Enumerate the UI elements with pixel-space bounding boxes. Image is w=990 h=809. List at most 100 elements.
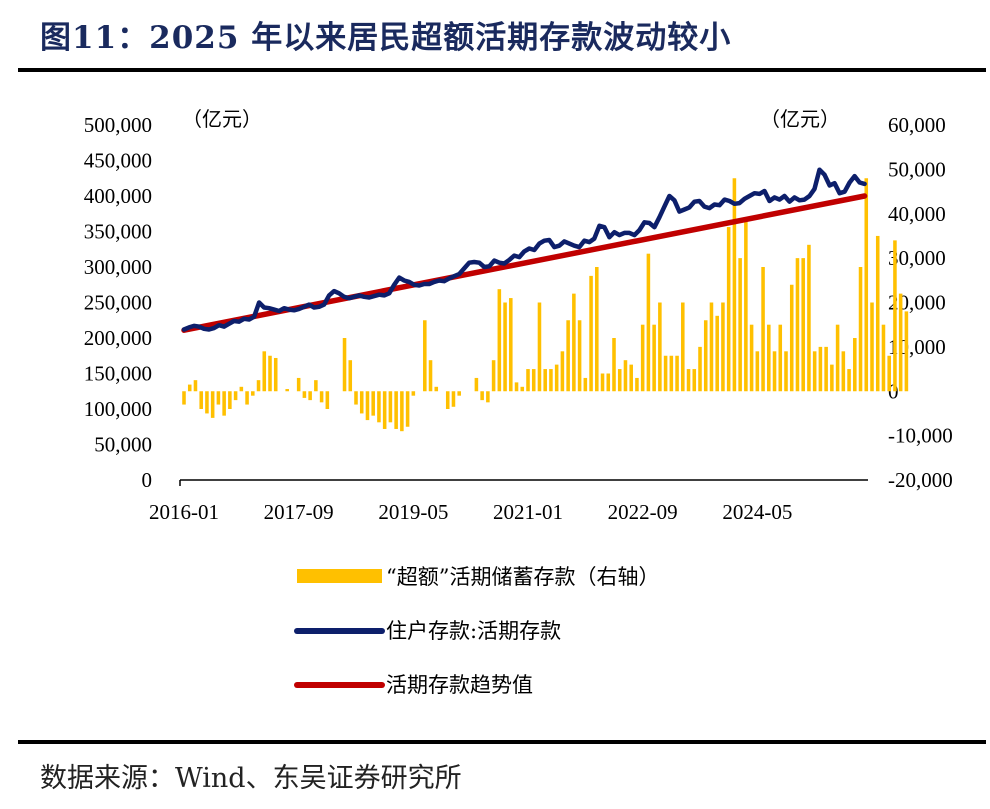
bar bbox=[531, 369, 536, 392]
right-axis-tick-label: -20,000 bbox=[888, 468, 953, 492]
bar bbox=[726, 227, 731, 392]
bar bbox=[830, 364, 834, 392]
bar bbox=[228, 391, 232, 409]
bar bbox=[629, 364, 633, 392]
legend: “超额”活期储蓄存款（右轴） 住户存款:活期存款 活期存款趋势值 bbox=[294, 565, 659, 697]
legend-swatch-bar bbox=[297, 569, 382, 583]
x-axis-tick-label: 2016-01 bbox=[149, 500, 219, 524]
bar bbox=[669, 355, 674, 392]
bar bbox=[233, 391, 238, 401]
bar bbox=[199, 391, 203, 409]
bar bbox=[222, 391, 226, 416]
bar bbox=[239, 386, 244, 392]
bar bbox=[537, 302, 542, 392]
bar bbox=[623, 360, 628, 392]
x-axis-tick-label: 2022-09 bbox=[608, 500, 678, 524]
bar bbox=[268, 355, 272, 392]
bar bbox=[807, 244, 811, 392]
bar bbox=[205, 391, 209, 414]
bar bbox=[875, 235, 880, 392]
bar bbox=[434, 386, 439, 392]
right-axis-tick-label: 30,000 bbox=[888, 246, 946, 270]
bar bbox=[870, 302, 874, 392]
bar bbox=[549, 369, 553, 392]
bar bbox=[663, 355, 668, 392]
bar bbox=[577, 320, 582, 392]
bar bbox=[388, 391, 393, 423]
right-axis-tick-label: 40,000 bbox=[888, 202, 946, 226]
bar bbox=[526, 369, 530, 392]
bar bbox=[617, 369, 622, 392]
bar bbox=[497, 289, 502, 392]
bar bbox=[749, 324, 754, 392]
bar bbox=[898, 293, 903, 392]
bar bbox=[784, 351, 788, 392]
bar bbox=[801, 258, 805, 392]
bar bbox=[698, 346, 702, 392]
bar bbox=[302, 391, 307, 398]
bar bbox=[451, 391, 456, 407]
right-axis-tick-label: -10,000 bbox=[888, 424, 953, 448]
legend-label-bar: “超额”活期储蓄存款（右轴） bbox=[386, 565, 659, 589]
bar bbox=[853, 338, 857, 392]
bar bbox=[847, 369, 851, 392]
bar bbox=[658, 302, 662, 392]
left-axis-tick-label: 500,000 bbox=[84, 113, 152, 137]
bar bbox=[245, 391, 249, 405]
right-axis-tick-label: 60,000 bbox=[888, 113, 946, 137]
bar bbox=[589, 275, 593, 392]
bar bbox=[761, 267, 765, 392]
bar bbox=[445, 391, 450, 409]
bar bbox=[319, 391, 324, 403]
bar bbox=[342, 338, 347, 392]
bar bbox=[572, 293, 576, 392]
bar bbox=[371, 391, 375, 416]
bar bbox=[474, 377, 479, 392]
bar bbox=[858, 267, 863, 392]
bar bbox=[893, 240, 897, 392]
bar bbox=[325, 391, 330, 409]
bar bbox=[772, 351, 777, 392]
bar bbox=[491, 360, 496, 392]
bar bbox=[554, 364, 559, 392]
right-axis-ticks: -20,000-10,000010,00020,00030,00040,0005… bbox=[888, 113, 953, 492]
bar bbox=[520, 386, 525, 392]
bar bbox=[187, 384, 192, 392]
bar bbox=[251, 391, 255, 396]
source-note: 数据来源：Wind、东吴证券研究所 bbox=[40, 763, 462, 794]
bar bbox=[606, 373, 611, 392]
bar bbox=[692, 369, 697, 392]
bar bbox=[423, 320, 427, 392]
bar bbox=[635, 377, 639, 392]
bar bbox=[480, 391, 484, 401]
bar bbox=[646, 253, 651, 392]
bar bbox=[612, 338, 616, 392]
x-axis-tick-label: 2017-09 bbox=[264, 500, 334, 524]
left-axis-tick-label: 300,000 bbox=[84, 255, 152, 279]
bar bbox=[778, 324, 783, 392]
bar bbox=[738, 258, 742, 392]
bar bbox=[216, 391, 221, 405]
x-axis-tick-label: 2021-01 bbox=[493, 500, 563, 524]
bar bbox=[308, 391, 312, 401]
bar bbox=[881, 324, 886, 392]
bar bbox=[262, 351, 267, 392]
bar bbox=[812, 351, 817, 392]
bar bbox=[314, 380, 318, 392]
bar bbox=[256, 380, 261, 392]
bar bbox=[824, 346, 828, 392]
x-axis-tick-label: 2019-05 bbox=[378, 500, 448, 524]
x-axis-ticks: 2016-01 2017-09 2019-05 2021-01 2022-09 2024-… bbox=[149, 500, 792, 524]
bar bbox=[486, 391, 490, 403]
bar bbox=[640, 324, 645, 392]
bar bbox=[789, 284, 794, 392]
bar bbox=[428, 360, 433, 392]
bar bbox=[543, 369, 547, 392]
bar bbox=[767, 324, 771, 392]
left-axis-ticks: 0 50,000 100,000 150,000 200,000 250,000 300,0… bbox=[84, 113, 152, 492]
bar bbox=[841, 351, 846, 392]
left-axis-tick-label: 50,000 bbox=[94, 433, 152, 457]
bar bbox=[595, 267, 599, 392]
right-axis-tick-label: 10,000 bbox=[888, 335, 946, 359]
bar bbox=[686, 369, 691, 392]
